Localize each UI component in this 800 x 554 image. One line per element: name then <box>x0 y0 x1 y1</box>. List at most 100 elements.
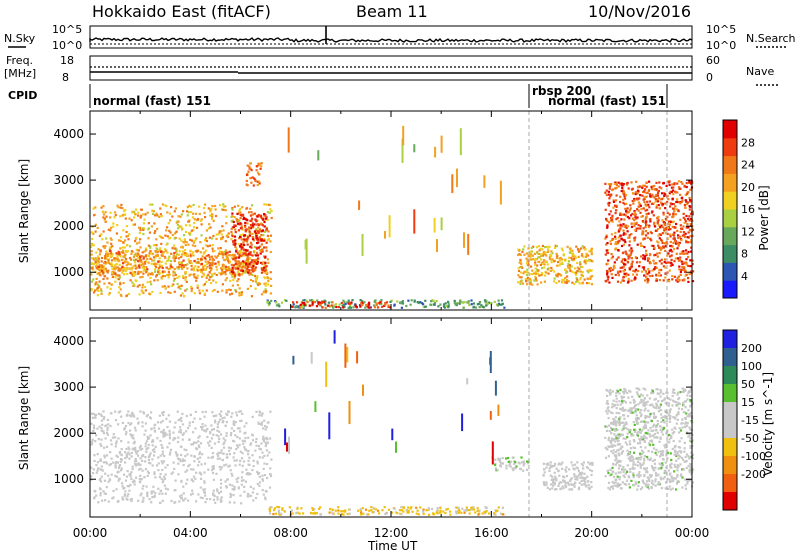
power-region-6 <box>517 244 594 286</box>
velocity-colorbar-label: Velocity [m s^-1] <box>761 372 775 476</box>
power-colorbar-cell <box>723 262 737 281</box>
power-colorbar: Power [dB] 4 8 12 16 20 24 28 <box>722 119 771 299</box>
frequency-panel: Freq. [MHz] 18 8 60 0 Nave <box>4 54 778 86</box>
ytick-label: 3000 <box>53 380 84 394</box>
streak <box>305 238 308 264</box>
power-colorbar-cell <box>723 226 737 246</box>
noise-right-tick-bottom: 10^0 <box>706 39 736 52</box>
noise-trace <box>89 26 693 45</box>
power-colorbar-tick: 12 <box>741 225 755 238</box>
power-region-1 <box>90 249 256 277</box>
power-colorbar-tick: 8 <box>741 248 748 261</box>
cpid-segment-1: normal (fast) 151 <box>93 94 211 108</box>
streak <box>346 347 349 363</box>
nave-tick-top: 60 <box>706 54 720 67</box>
plot-title: Hokkaido East (fitACF) <box>92 2 271 21</box>
power-colorbar-cell <box>723 191 737 210</box>
velocity-colorbar-cell <box>723 420 737 439</box>
velocity-region-1 <box>268 505 505 516</box>
streak <box>401 138 404 163</box>
power-region-2 <box>230 212 268 275</box>
velocity-colorbar-cell <box>723 384 737 403</box>
velocity-colorbar-tick: -15 <box>741 414 759 427</box>
velocity-colorbar-cell <box>723 438 737 457</box>
streak <box>325 361 328 387</box>
streak <box>413 144 416 153</box>
streak <box>310 352 313 364</box>
streak <box>497 404 500 416</box>
freq-tick-bottom: 8 <box>62 71 69 84</box>
power-scatter-data <box>90 125 695 309</box>
velocity-colorbar-tick: 15 <box>741 396 755 409</box>
velocity-colorbar-cell <box>723 348 737 367</box>
streak <box>356 351 359 364</box>
noise-left-tick-bottom: 10^0 <box>52 39 82 52</box>
streak <box>344 343 347 368</box>
power-colorbar-tick: 4 <box>741 270 748 283</box>
velocity-region-0 <box>90 410 273 505</box>
power-colorbar-label: Power [dB] <box>757 185 771 250</box>
velocity-colorbar-cell <box>723 402 737 421</box>
ytick-label: 2000 <box>53 426 84 440</box>
velocity-colorbar-tick: -50 <box>741 432 759 445</box>
noise-sky-line <box>89 37 693 43</box>
streak <box>317 150 320 161</box>
streak <box>456 168 458 188</box>
ytick-label: 4000 <box>53 334 84 348</box>
velocity-colorbar-frame <box>722 329 738 511</box>
streak <box>292 355 295 365</box>
cpid-segment-2: rbsp 200 <box>532 84 591 98</box>
velocity-colorbar-cell <box>723 474 737 493</box>
freq-tick-top: 18 <box>60 54 74 67</box>
velocity-colorbar-cell <box>723 366 737 385</box>
power-colorbar-cell <box>723 173 737 192</box>
power-region-5 <box>291 300 392 309</box>
streak <box>489 351 492 373</box>
power-colorbar-frame <box>722 119 738 299</box>
ytick-label: 1000 <box>53 472 84 486</box>
power-colorbar-cell <box>723 137 737 157</box>
streak <box>463 232 465 248</box>
streak <box>413 209 416 234</box>
date-label: 10/Nov/2016 <box>588 2 691 21</box>
freq-unit: [MHz] <box>4 67 36 80</box>
streak <box>388 215 391 238</box>
nave-label: Nave <box>746 65 774 78</box>
streak <box>286 442 288 452</box>
freq-label: Freq. <box>6 54 33 67</box>
time-axis-ticks: 00:00 04:00 08:00 12:00 16:00 20:00 00:00 <box>73 526 710 540</box>
velocity-colorbar-tick: 50 <box>741 378 755 391</box>
xtick-label: 00:00 <box>73 526 108 540</box>
power-region-7 <box>604 180 695 284</box>
streak <box>328 412 331 440</box>
noise-panel: N.Sky 10^5 10^0 10^5 10^0 N.Search <box>4 23 796 52</box>
streak <box>384 231 386 239</box>
power-panel: 1000 2000 3000 4000 Slant Range [km] <box>17 110 695 311</box>
streak <box>499 180 502 205</box>
streak <box>391 428 394 441</box>
nave-tick-bottom: 0 <box>706 71 713 84</box>
streak <box>440 135 443 153</box>
power-region-3 <box>245 162 263 187</box>
streak <box>402 125 405 146</box>
streak <box>287 127 290 153</box>
streak <box>333 330 336 344</box>
velocity-region-3 <box>542 461 594 491</box>
power-colorbar-cell <box>723 120 737 139</box>
power-colorbar-cell <box>723 155 737 174</box>
xtick-label: 12:00 <box>374 526 409 540</box>
streak <box>284 428 287 446</box>
velocity-colorbar-tick: 200 <box>741 342 762 355</box>
streak <box>461 413 464 432</box>
velocity-colorbar-cell <box>723 492 737 511</box>
streak <box>483 175 486 188</box>
power-ylabel: Slant Range [km] <box>17 159 31 263</box>
streak <box>451 174 454 194</box>
cpid-panel: CPID normal (fast) 151 rbsp 200 normal (… <box>8 84 668 108</box>
streak <box>395 441 397 453</box>
ytick-label: 3000 <box>53 173 84 187</box>
streak <box>436 239 438 253</box>
power-colorbar-tick: 16 <box>741 203 755 216</box>
power-colorbar-tick: 24 <box>741 159 755 172</box>
